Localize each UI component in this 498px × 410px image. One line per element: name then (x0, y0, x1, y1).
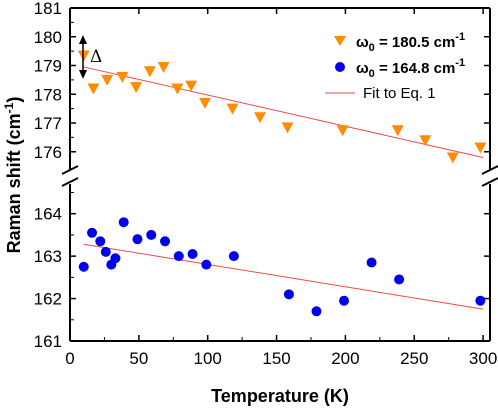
y-tick-label: 178 (34, 85, 62, 104)
y-axis-title: Raman shift (cm-1) (2, 97, 24, 254)
data-point-circle (173, 251, 184, 262)
data-point-circle (228, 251, 239, 262)
data-point-triangle (446, 152, 459, 164)
data-point-circle (110, 253, 121, 264)
axis-break-mark-right-bottom (481, 177, 498, 187)
y-tick-label: 177 (34, 114, 62, 133)
data-point-triangle (254, 112, 267, 124)
data-point-circle (160, 236, 171, 247)
data-point-triangle (281, 122, 294, 134)
x-tick-label: 250 (400, 349, 428, 368)
data-point-triangle (419, 135, 432, 147)
data-point-circle (201, 259, 212, 270)
delta-label: Δ (90, 47, 102, 67)
data-point-triangle (77, 50, 90, 62)
data-point-circle (146, 229, 157, 240)
data-point-circle (394, 274, 405, 285)
fit-line-lower (83, 243, 484, 310)
legend-label-series-1: ω0 = 180.5 cm-1 (356, 31, 465, 54)
axis-break-mark-right-top (481, 165, 498, 175)
x-tick-label: 300 (469, 349, 497, 368)
x-tick-label: 150 (262, 349, 290, 368)
axis-break-mark-left-top (61, 165, 79, 175)
fit-lines-layer (83, 66, 484, 310)
data-point-triangle (336, 125, 349, 137)
y-tick-label: 161 (34, 332, 62, 351)
axis-break-mark-left-bottom (61, 177, 79, 187)
data-point-circle (132, 234, 143, 245)
data-point-circle (366, 257, 377, 268)
data-point-circle (283, 289, 294, 300)
data-point-triangle (226, 103, 239, 115)
data-point-circle (475, 295, 486, 306)
data-point-circle (78, 261, 89, 272)
legend-label-series-2: ω0 = 164.8 cm-1 (356, 57, 465, 80)
y-tick-label: 164 (34, 205, 62, 224)
legend-marker-triangle (334, 36, 346, 46)
y-tick-label: 163 (34, 247, 62, 266)
data-point-circle (339, 295, 350, 306)
data-point-triangle (171, 83, 184, 95)
data-point-triangle (474, 142, 487, 154)
data-point-circle (311, 306, 322, 317)
delta-arrow-head-down (79, 70, 87, 79)
y-tick-label: 181 (34, 0, 62, 18)
data-points-layer (77, 50, 487, 317)
ticks-layer: 0 50 100 150 200 250 300 176 177 178 179 180 181 161 1… (34, 0, 498, 368)
axes-frame (61, 7, 498, 342)
data-point-triangle (130, 82, 143, 94)
data-point-triangle (157, 61, 170, 73)
legend: ω0 = 180.5 cm-1 ω0 = 164.8 cm-1 Fit to E… (325, 31, 465, 102)
data-point-triangle (185, 80, 198, 92)
y-tick-label: 180 (34, 28, 62, 47)
delta-annotation: Δ (79, 35, 102, 79)
x-tick-label: 0 (65, 349, 74, 368)
x-tick-label: 50 (129, 349, 148, 368)
data-point-triangle (101, 74, 114, 86)
data-point-triangle (143, 66, 156, 78)
data-point-triangle (391, 125, 404, 137)
x-tick-label: 200 (331, 349, 359, 368)
data-point-circle (100, 246, 111, 257)
legend-marker-circle (335, 62, 345, 72)
y-tick-label: 176 (34, 143, 62, 162)
delta-arrow-head-up (79, 35, 87, 44)
data-point-circle (95, 236, 106, 247)
y-tick-label: 162 (34, 290, 62, 309)
data-point-triangle (116, 72, 129, 83)
x-tick-label: 100 (194, 349, 222, 368)
data-point-circle (187, 249, 198, 260)
data-point-triangle (87, 83, 100, 95)
y-tick-label: 179 (34, 57, 62, 76)
data-point-triangle (198, 97, 211, 109)
legend-label-fit: Fit to Eq. 1 (363, 85, 436, 102)
fit-line-upper (83, 66, 484, 158)
data-point-circle (87, 227, 98, 238)
x-axis-title: Temperature (K) (211, 386, 349, 406)
data-point-circle (118, 217, 129, 228)
